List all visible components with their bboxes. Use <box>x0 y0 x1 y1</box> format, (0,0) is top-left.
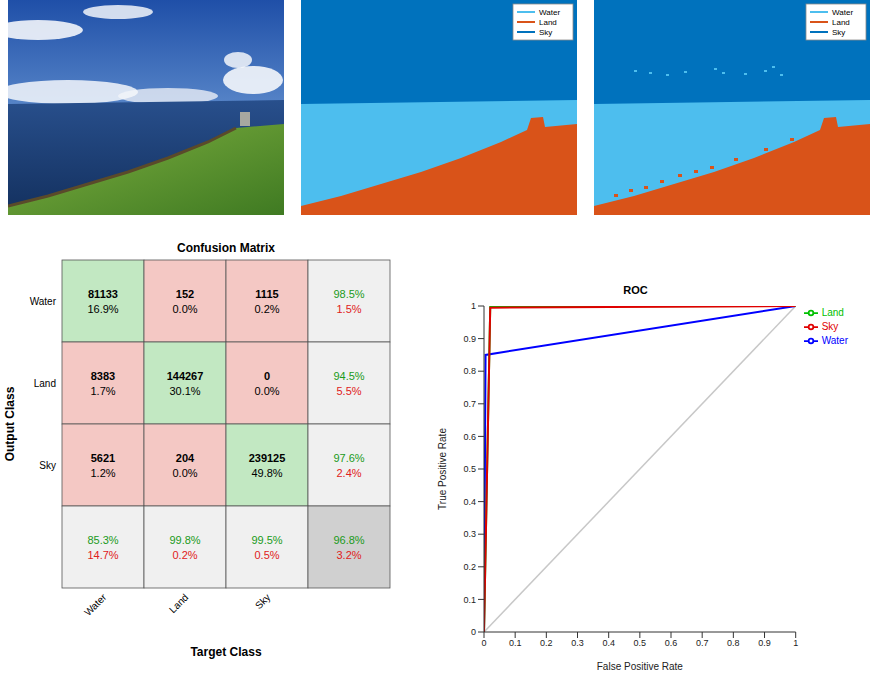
svg-text:0.9: 0.9 <box>758 638 771 648</box>
svg-text:0.2: 0.2 <box>463 562 476 572</box>
svg-text:0: 0 <box>264 370 270 382</box>
svg-text:0: 0 <box>471 627 476 637</box>
svg-text:False Positive Rate: False Positive Rate <box>597 661 684 672</box>
svg-text:0.0%: 0.0% <box>254 385 279 397</box>
svg-text:Land: Land <box>539 18 557 27</box>
svg-text:1.2%: 1.2% <box>90 467 115 479</box>
svg-text:0.4: 0.4 <box>602 638 615 648</box>
svg-text:16.9%: 16.9% <box>87 303 118 315</box>
svg-text:Confusion Matrix: Confusion Matrix <box>177 241 275 255</box>
svg-text:99.8%: 99.8% <box>169 534 200 546</box>
svg-text:0.0%: 0.0% <box>172 303 197 315</box>
html-text:Water: Water <box>821 334 848 346</box>
svg-text:49.8%: 49.8% <box>251 467 282 479</box>
svg-text:Sky: Sky <box>253 592 273 612</box>
svg-text:0.7: 0.7 <box>696 638 709 648</box>
svg-text:Sky: Sky <box>832 28 845 37</box>
svg-text:0.2%: 0.2% <box>172 549 197 561</box>
svg-text:0.6: 0.6 <box>463 432 476 442</box>
svg-text:True Positive Rate: True Positive Rate <box>437 428 448 510</box>
svg-text:0.3: 0.3 <box>463 529 476 539</box>
svg-text:2.4%: 2.4% <box>336 467 361 479</box>
svg-text:0.7: 0.7 <box>463 399 476 409</box>
svg-text:1.5%: 1.5% <box>336 303 361 315</box>
svg-text:1: 1 <box>471 301 476 311</box>
svg-text:1: 1 <box>793 638 798 648</box>
svg-text:96.8%: 96.8% <box>333 534 364 546</box>
svg-text:8383: 8383 <box>91 370 115 382</box>
svg-text:97.6%: 97.6% <box>333 452 364 464</box>
svg-text:Land: Land <box>832 18 850 27</box>
svg-text:0.6: 0.6 <box>665 638 678 648</box>
svg-text:144267: 144267 <box>167 370 204 382</box>
svg-text:0.4: 0.4 <box>463 497 476 507</box>
svg-text:0.5: 0.5 <box>463 464 476 474</box>
svg-text:98.5%: 98.5% <box>333 288 364 300</box>
svg-text:5621: 5621 <box>91 452 115 464</box>
html-text:Land: Land <box>821 306 844 318</box>
svg-text:1.7%: 1.7% <box>90 385 115 397</box>
svg-text:Land: Land <box>34 378 56 389</box>
svg-text:152: 152 <box>176 288 194 300</box>
svg-text:94.5%: 94.5% <box>333 370 364 382</box>
svg-text:Water: Water <box>832 8 853 17</box>
svg-text:0.0%: 0.0% <box>172 467 197 479</box>
svg-text:30.1%: 30.1% <box>169 385 200 397</box>
svg-text:Water: Water <box>30 296 57 307</box>
html-text:ROC: ROC <box>623 284 648 296</box>
svg-text:Target Class: Target Class <box>190 645 261 659</box>
svg-text:0.5: 0.5 <box>634 638 647 648</box>
svg-text:0: 0 <box>481 638 486 648</box>
svg-text:85.3%: 85.3% <box>87 534 118 546</box>
svg-text:204: 204 <box>176 452 195 464</box>
svg-text:99.5%: 99.5% <box>251 534 282 546</box>
svg-text:0.2%: 0.2% <box>254 303 279 315</box>
svg-text:0.3: 0.3 <box>571 638 584 648</box>
svg-text:0.8: 0.8 <box>727 638 740 648</box>
svg-text:Water: Water <box>82 591 109 618</box>
svg-text:3.2%: 3.2% <box>336 549 361 561</box>
svg-text:239125: 239125 <box>249 452 286 464</box>
svg-text:1115: 1115 <box>255 288 278 300</box>
svg-text:Land: Land <box>167 592 191 616</box>
svg-text:5.5%: 5.5% <box>336 385 361 397</box>
svg-text:0.2: 0.2 <box>540 638 553 648</box>
svg-text:0.8: 0.8 <box>463 366 476 376</box>
svg-text:Sky: Sky <box>539 28 552 37</box>
svg-text:0.5%: 0.5% <box>254 549 279 561</box>
svg-text:Output Class: Output Class <box>3 386 17 461</box>
svg-text:0.1: 0.1 <box>509 638 522 648</box>
svg-text:0.9: 0.9 <box>463 334 476 344</box>
html-text:Sky: Sky <box>821 320 839 332</box>
svg-text:14.7%: 14.7% <box>87 549 118 561</box>
svg-text:Sky: Sky <box>39 460 56 471</box>
svg-text:0.1: 0.1 <box>463 595 476 605</box>
svg-text:Water: Water <box>539 8 560 17</box>
svg-text:81133: 81133 <box>88 288 118 300</box>
